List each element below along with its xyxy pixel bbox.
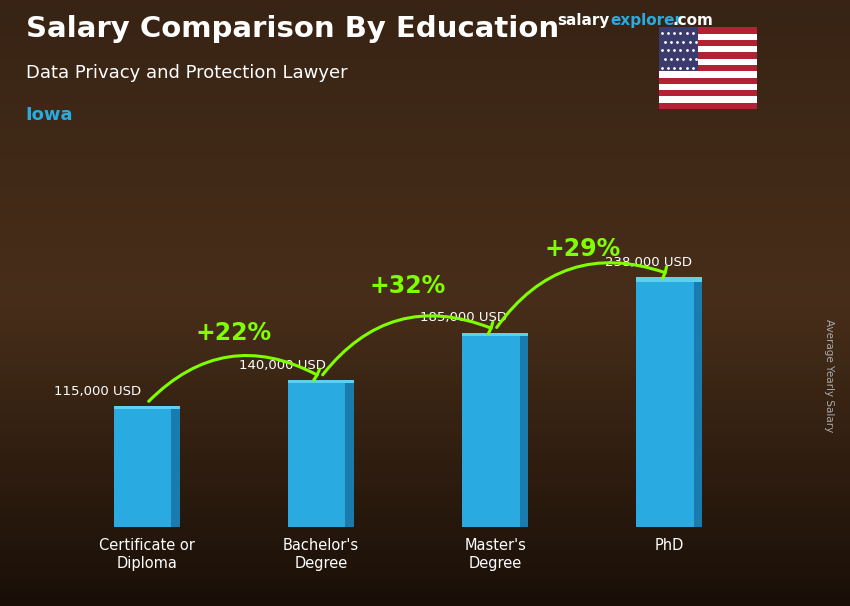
Bar [636,277,702,527]
Bar [659,84,756,90]
Text: Iowa: Iowa [26,106,73,124]
Text: explorer: explorer [610,13,683,28]
Text: +22%: +22% [196,321,272,345]
Bar [659,96,756,103]
Bar [659,27,756,33]
Text: Data Privacy and Protection Lawyer: Data Privacy and Protection Lawyer [26,64,347,82]
Bar [659,33,756,40]
Text: 140,000 USD: 140,000 USD [239,359,326,371]
Bar [519,333,528,527]
Bar [659,27,698,72]
Bar [694,277,702,527]
Bar [288,380,354,383]
Bar [345,380,354,527]
Bar [114,407,180,408]
Bar [659,103,756,109]
Bar [659,90,756,96]
Bar [659,53,756,59]
Bar [171,407,180,527]
Bar [288,380,354,527]
Text: +32%: +32% [370,274,446,298]
Bar [659,72,756,78]
Text: 185,000 USD: 185,000 USD [420,311,507,324]
Bar [659,46,756,53]
Text: +29%: +29% [544,237,620,261]
Bar [114,407,180,527]
Text: 238,000 USD: 238,000 USD [605,256,692,269]
Bar [659,65,756,72]
Bar [659,59,756,65]
Text: Average Yearly Salary: Average Yearly Salary [824,319,834,432]
Bar [659,78,756,84]
Text: 115,000 USD: 115,000 USD [54,385,142,398]
Text: Salary Comparison By Education: Salary Comparison By Education [26,15,558,43]
Bar [636,277,702,282]
Text: .com: .com [672,13,713,28]
Bar [462,333,528,336]
Text: salary: salary [557,13,609,28]
Bar [462,333,528,527]
Bar [659,40,756,46]
